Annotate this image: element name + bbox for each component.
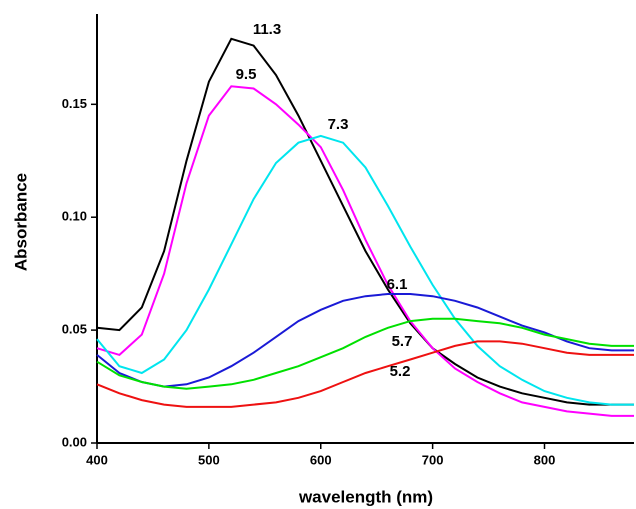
series-label: 11.3 [253,21,281,38]
x-tick-label: 800 [534,452,556,467]
x-axis-title: wavelength (nm) [298,487,433,506]
y-tick-label: 0.05 [62,322,87,337]
x-tick-label: 700 [422,452,444,467]
x-tick-label: 400 [86,452,108,467]
series-line [96,37,634,406]
series-label: 6.1 [387,276,408,293]
y-axis-title: Absorbance [11,173,30,271]
series-line [96,134,634,406]
y-tick-label: 0.15 [62,96,87,111]
series-label: 5.2 [390,363,411,380]
series-line [96,340,634,408]
series-line [96,293,634,388]
series-line [96,317,634,390]
y-tick-label: 0.00 [62,434,87,449]
series-line [96,85,634,417]
y-tick-label: 0.10 [62,209,87,224]
x-tick-label: 500 [198,452,220,467]
x-tick-label: 600 [310,452,332,467]
series-label: 7.3 [328,116,349,133]
series-label: 9.5 [236,66,257,83]
series-label: 5.7 [392,333,413,350]
